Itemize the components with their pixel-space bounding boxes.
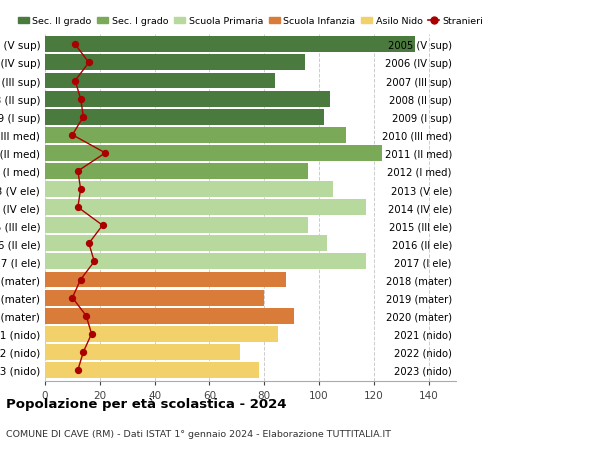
Bar xyxy=(45,272,286,288)
Bar xyxy=(45,182,333,197)
Point xyxy=(79,114,88,121)
Bar xyxy=(45,146,382,162)
Point xyxy=(84,60,94,67)
Point xyxy=(73,204,83,211)
Bar xyxy=(45,73,275,90)
Text: Popolazione per età scolastica - 2024: Popolazione per età scolastica - 2024 xyxy=(6,397,287,410)
Point xyxy=(76,96,85,103)
Bar xyxy=(45,326,278,342)
Bar xyxy=(45,37,415,53)
Point xyxy=(68,294,77,302)
Bar xyxy=(45,56,305,71)
Legend: Sec. II grado, Sec. I grado, Scuola Primaria, Scuola Infanzia, Asilo Nido, Stran: Sec. II grado, Sec. I grado, Scuola Prim… xyxy=(17,17,484,26)
Point xyxy=(84,240,94,247)
Point xyxy=(98,222,107,230)
Bar xyxy=(45,254,365,270)
Text: COMUNE DI CAVE (RM) - Dati ISTAT 1° gennaio 2024 - Elaborazione TUTTITALIA.IT: COMUNE DI CAVE (RM) - Dati ISTAT 1° genn… xyxy=(6,429,391,438)
Bar xyxy=(45,362,259,378)
Point xyxy=(76,276,85,284)
Text: Anni di nascita: Anni di nascita xyxy=(597,167,600,249)
Point xyxy=(81,312,91,319)
Point xyxy=(87,330,97,338)
Point xyxy=(76,186,85,193)
Point xyxy=(89,258,99,265)
Bar xyxy=(45,344,239,360)
Bar xyxy=(45,290,264,306)
Bar xyxy=(45,200,365,216)
Bar xyxy=(45,218,308,234)
Bar xyxy=(45,110,325,125)
Point xyxy=(68,132,77,139)
Bar xyxy=(45,128,346,144)
Bar xyxy=(45,236,327,252)
Bar xyxy=(45,164,308,179)
Point xyxy=(70,42,80,49)
Point xyxy=(73,168,83,175)
Bar xyxy=(45,308,295,324)
Point xyxy=(100,150,110,157)
Bar xyxy=(45,91,330,107)
Point xyxy=(73,366,83,374)
Point xyxy=(70,78,80,85)
Point xyxy=(79,348,88,356)
